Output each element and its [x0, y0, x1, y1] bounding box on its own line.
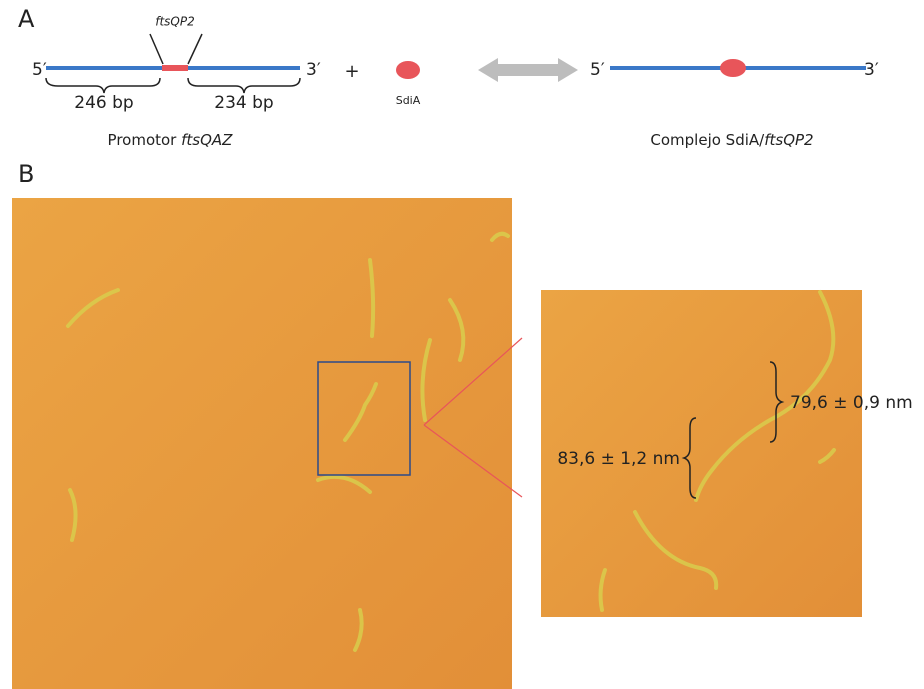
- end-label: 5′: [590, 60, 605, 80]
- pointer-line: [188, 34, 202, 64]
- protein-label: SdiA: [396, 94, 421, 107]
- caption-text: Complejo SdiA/: [650, 131, 765, 149]
- panel-label: A: [18, 5, 35, 33]
- caption: Promotor ftsQAZ: [108, 131, 234, 149]
- caption-italic: ftsQP2: [764, 131, 813, 149]
- panel-label: B: [18, 160, 34, 188]
- length-label: 246 bp: [74, 93, 133, 113]
- plus-sign: +: [344, 61, 359, 82]
- protein-icon: [720, 59, 746, 77]
- afm-image: [12, 198, 512, 689]
- brace: [188, 78, 300, 93]
- equilibrium-arrow: [478, 58, 578, 82]
- brace: [46, 78, 160, 93]
- figure: A ftsQP2 5′ 3′ 246 bp 234 bp + SdiA 5′ 3…: [0, 0, 924, 689]
- caption-text: Promotor: [108, 131, 182, 149]
- protein-icon: [396, 61, 420, 79]
- caption-italic: ftsQAZ: [181, 131, 233, 149]
- length-label: 234 bp: [214, 93, 273, 113]
- measurement: 79,6 ± 0,9 nm: [790, 393, 913, 413]
- measurement: 83,6 ± 1,2 nm: [557, 449, 680, 469]
- pointer-line: [150, 34, 163, 64]
- end-label: 3′: [306, 60, 321, 80]
- end-label: 3′: [864, 60, 879, 80]
- end-label: 5′: [32, 60, 47, 80]
- caption: Complejo SdiA/ftsQP2: [650, 131, 813, 149]
- fragment-label: ftsQP2: [155, 15, 195, 29]
